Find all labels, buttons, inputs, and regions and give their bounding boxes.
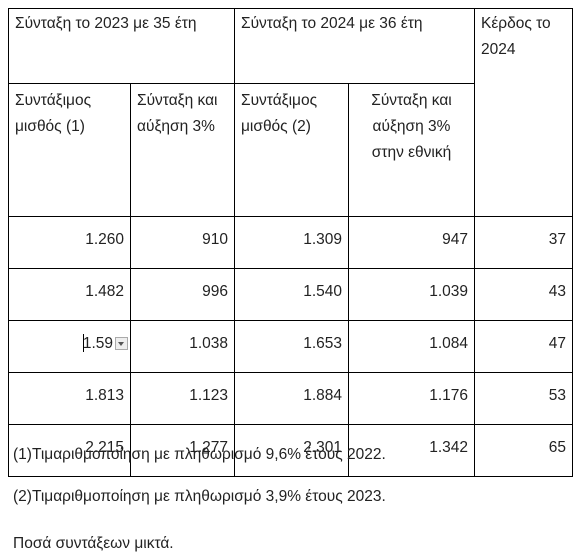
cell-text: 2.215 <box>85 438 124 456</box>
cell-text: 65 <box>548 438 566 456</box>
data-row: 1.260 910 1.309 947 37 <box>8 216 573 269</box>
cell-text: 1.123 <box>189 386 228 404</box>
data-cell: 1.540 <box>234 268 349 321</box>
header-cell: Συντάξιμος μισθός (1) <box>8 83 131 217</box>
header-cell: Σύνταξη και αύξηση 3% <box>130 83 235 217</box>
table-body: 1.260 910 1.309 947 37 1.482 996 1.540 1.039 43 1.… <box>8 216 573 477</box>
cell-text: 47 <box>548 334 566 352</box>
data-cell: 1.277 <box>130 424 235 477</box>
cell-text: 1.482 <box>85 282 124 300</box>
data-cell: 1.039 <box>348 268 475 321</box>
header-cell: Σύνταξη και αύξηση 3% στην εθνική <box>348 83 475 217</box>
header-cell: Σύνταξη το 2023 με 35 έτη <box>8 8 235 84</box>
cell-text: 1.084 <box>429 334 468 352</box>
data-cell: 947 <box>348 216 475 269</box>
cell-text: 910 <box>202 230 228 248</box>
data-cell: 1.038 <box>130 320 235 373</box>
data-cell: 1.260 <box>8 216 131 269</box>
header-row: Σύνταξη το 2023 με 35 έτη Σύνταξη το 202… <box>8 8 573 217</box>
cell-text: 53 <box>548 386 566 404</box>
data-row: 1.482 996 1.540 1.039 43 <box>8 268 573 321</box>
data-cell: 1.084 <box>348 320 475 373</box>
data-cell: 43 <box>474 268 573 321</box>
header-cell: Σύνταξη το 2024 με 36 έτη <box>234 8 475 84</box>
cell-text: 1.342 <box>429 438 468 456</box>
cell-text: 996 <box>202 282 228 300</box>
cell-text: 1.540 <box>303 282 342 300</box>
cell-text: 1.260 <box>85 230 124 248</box>
data-row: 1.59 1.038 1.653 1.084 47 <box>8 320 573 373</box>
autocorrect-dropdown[interactable] <box>115 336 128 350</box>
data-cell: 2.301 <box>234 424 349 477</box>
header-row: Συντάξιμος μισθός (1) Σύνταξη και αύξηση… <box>8 83 573 217</box>
data-cell: 1.884 <box>234 372 349 425</box>
data-row: 2.215 1.277 2.301 1.342 65 <box>8 424 573 477</box>
footnote: (2)Τιμαριθμοποίηση με πληθωρισμό 3,9% έτ… <box>13 488 386 505</box>
cell-text: 1.039 <box>429 282 468 300</box>
data-cell: 1.813 <box>8 372 131 425</box>
data-cell: 1.59 <box>8 320 131 373</box>
data-cell: 1.653 <box>234 320 349 373</box>
data-row: 1.813 1.123 1.884 1.176 53 <box>8 372 573 425</box>
data-cell: 1.309 <box>234 216 349 269</box>
data-cell: 65 <box>474 424 573 477</box>
header-cell: Κέρδος το 2024 <box>474 8 573 217</box>
cell-text: 1.176 <box>429 386 468 404</box>
cell-text: 1.813 <box>85 386 124 404</box>
cell-text: 1.59 <box>82 334 113 352</box>
cell-text: 1.038 <box>189 334 228 352</box>
cell-text: 1.653 <box>303 334 342 352</box>
data-cell: 37 <box>474 216 573 269</box>
data-cell: 2.215 <box>8 424 131 477</box>
cell-text: 43 <box>548 282 566 300</box>
data-cell: 1.123 <box>130 372 235 425</box>
data-cell: 47 <box>474 320 573 373</box>
cell-text: 1.277 <box>189 438 228 456</box>
data-cell: 996 <box>130 268 235 321</box>
data-cell: 1.176 <box>348 372 475 425</box>
data-cell: 1.482 <box>8 268 131 321</box>
text-cursor <box>82 334 84 353</box>
data-cell: 1.342 <box>348 424 475 477</box>
cell-text: 1.884 <box>303 386 342 404</box>
cell-text: 37 <box>548 230 566 248</box>
data-cell: 910 <box>130 216 235 269</box>
data-cell: 53 <box>474 372 573 425</box>
pension-table: Σύνταξη το 2023 με 35 έτη Σύνταξη το 202… <box>8 8 573 477</box>
header-cell: Συντάξιμος μισθός (2) <box>234 83 349 217</box>
cell-text: 947 <box>442 230 468 248</box>
footnote: Ποσά συντάξεων μικτά. <box>13 535 174 552</box>
cell-text: 1.309 <box>303 230 342 248</box>
cell-text: 2.301 <box>303 438 342 456</box>
footnote: (1)Τιμαριθμοποίηση με πληθωρισμό 9,6% έτ… <box>13 446 386 463</box>
